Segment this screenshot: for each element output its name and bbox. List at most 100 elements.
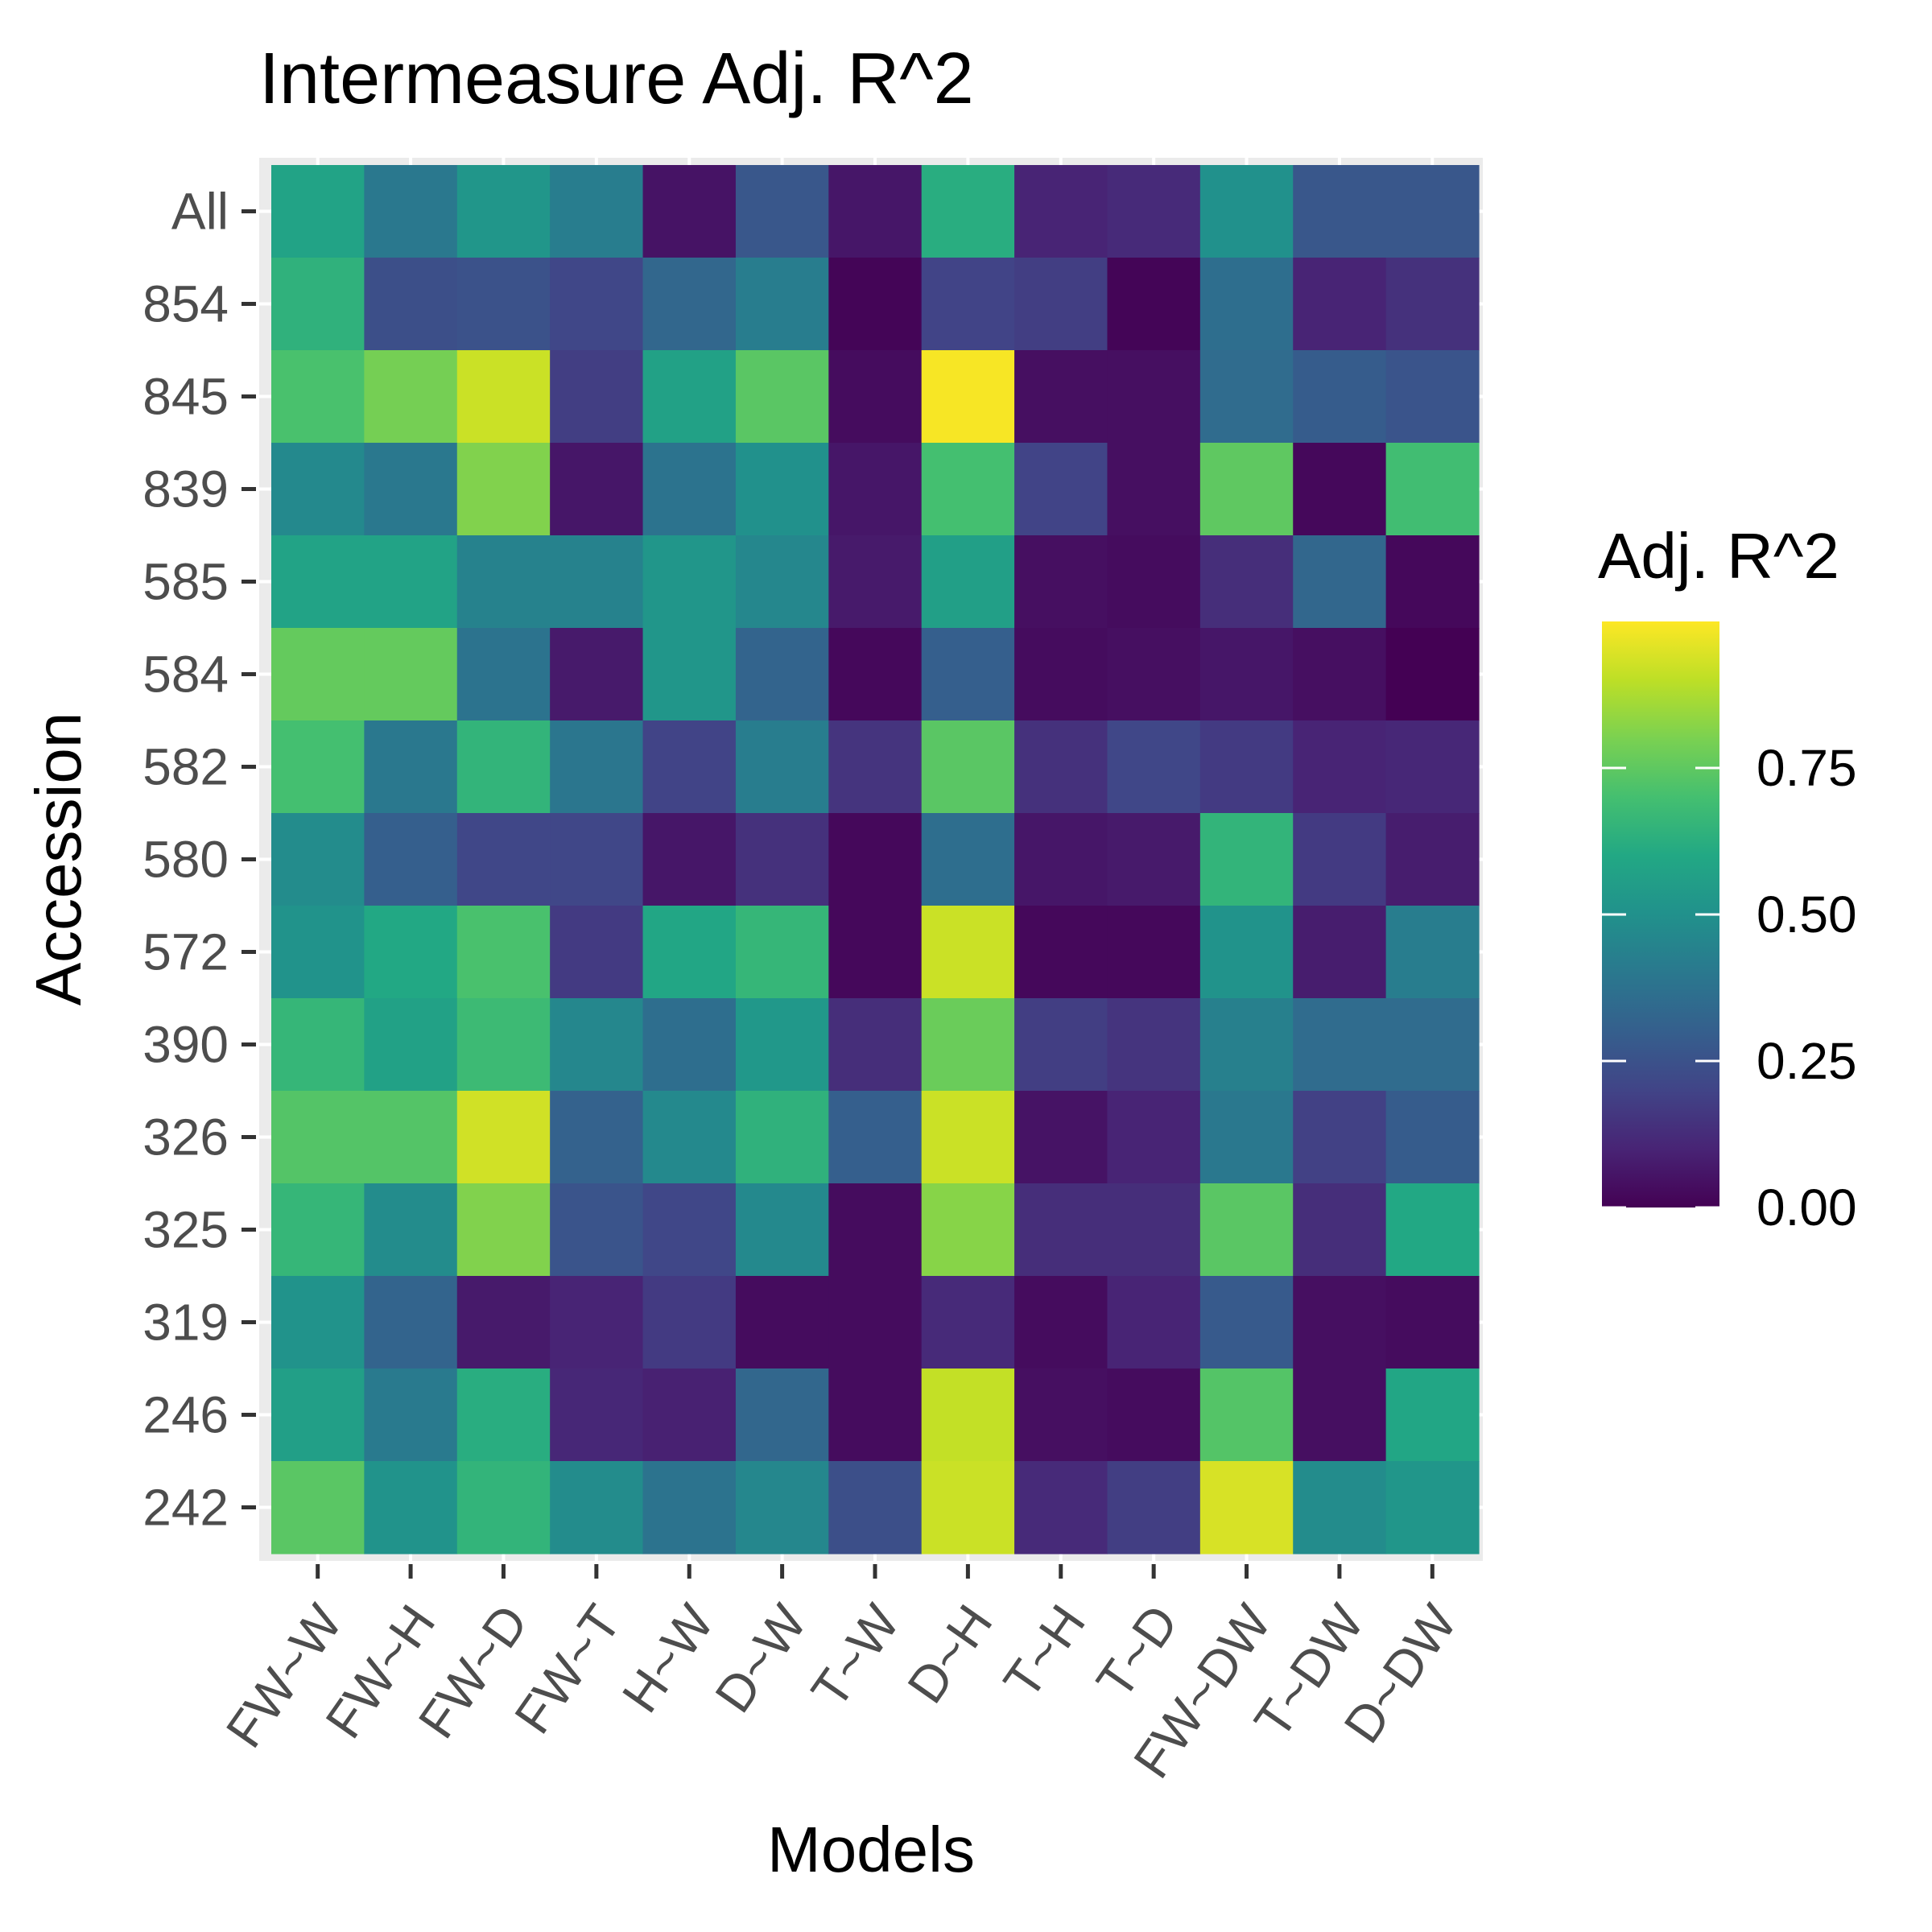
y-tick-label: 839 <box>142 460 229 518</box>
heatmap-cell <box>1199 998 1294 1092</box>
heatmap-cell <box>1199 813 1294 906</box>
y-tick-label: 242 <box>142 1479 229 1537</box>
heatmap-cell <box>1014 813 1108 906</box>
heatmap-cell <box>921 906 1015 999</box>
heatmap-cell <box>1385 443 1480 536</box>
heatmap-cell <box>1014 1461 1108 1554</box>
heatmap-cell <box>921 720 1015 814</box>
heatmap-cell <box>456 998 551 1092</box>
heatmap-cell <box>271 165 365 258</box>
x-axis-title: Models <box>767 1814 975 1885</box>
heatmap-cell <box>1107 535 1201 629</box>
heatmap-cell <box>1385 165 1480 258</box>
heatmap-cell <box>550 1091 644 1184</box>
heatmap-cell <box>1385 1276 1480 1369</box>
heatmap-cell <box>921 1276 1015 1369</box>
heatmap-cell <box>642 1461 737 1554</box>
heatmap-cell <box>1107 720 1201 814</box>
y-tick-label: 390 <box>142 1016 229 1074</box>
heatmap-cell <box>456 1091 551 1184</box>
heatmap-cell <box>735 628 829 721</box>
y-tick-label: 854 <box>142 275 229 333</box>
heatmap-cell <box>364 1461 458 1554</box>
heatmap-cell <box>271 1368 365 1462</box>
heatmap-cell <box>1107 813 1201 906</box>
heatmap-cell <box>1107 443 1201 536</box>
heatmap-cell <box>1199 1276 1294 1369</box>
heatmap-cell <box>642 443 737 536</box>
heatmap-cell <box>271 813 365 906</box>
heatmap-cell <box>364 628 458 721</box>
color-legend: Adj. R^2 0.00 0.25 0.50 0.75 <box>1598 520 1857 1236</box>
heatmap-cell <box>1385 813 1480 906</box>
heatmap-cell <box>271 628 365 721</box>
y-tick-label: 580 <box>142 831 229 889</box>
y-axis-title: Accession <box>23 712 94 1006</box>
heatmap-cell <box>642 535 737 629</box>
x-tick-label: FW~W <box>215 1594 353 1757</box>
heatmap-cell <box>642 628 737 721</box>
heatmap-cell <box>1199 258 1294 351</box>
x-tick-label: D~H <box>896 1595 1003 1714</box>
heatmap-cell <box>921 165 1015 258</box>
legend-tick-label: 0.00 <box>1757 1179 1857 1236</box>
heatmap-cell <box>550 1368 644 1462</box>
heatmap-cell <box>271 1461 365 1554</box>
heatmap-cell <box>456 350 551 444</box>
heatmap-cell <box>828 535 923 629</box>
heatmap-cell <box>1107 258 1201 351</box>
heatmap-cell <box>735 720 829 814</box>
legend-tick-label: 0.75 <box>1757 739 1857 797</box>
heatmap-cell <box>1385 1461 1480 1554</box>
heatmap-cell <box>828 1276 923 1369</box>
y-tick-label: 584 <box>142 646 229 704</box>
heatmap-cell <box>642 1091 737 1184</box>
heatmap-cell <box>1293 1276 1387 1369</box>
heatmap-cell <box>1385 1183 1480 1277</box>
heatmap-cell <box>642 165 737 258</box>
heatmap-cell <box>642 1276 737 1369</box>
y-axis: All 854 845 839 585 584 582 580 572 390 326 325 319 2… <box>142 183 256 1537</box>
heatmap-cell <box>364 1368 458 1462</box>
legend-tick-label: 0.50 <box>1757 886 1857 943</box>
heatmap-cell <box>1293 258 1387 351</box>
heatmap-cell <box>735 165 829 258</box>
heatmap-cell <box>364 165 458 258</box>
heatmap-cell <box>456 535 551 629</box>
y-tick-label: 326 <box>142 1108 229 1166</box>
heatmap-cell <box>1293 1461 1387 1554</box>
heatmap-cell <box>364 535 458 629</box>
y-tick-label: 319 <box>142 1294 229 1352</box>
heatmap-cell <box>1293 906 1387 999</box>
heatmap-cell <box>1107 350 1201 444</box>
heatmap-cell <box>550 906 644 999</box>
heatmap-cell <box>828 1183 923 1277</box>
heatmap-cell <box>1199 720 1294 814</box>
heatmap-cell <box>456 165 551 258</box>
heatmap-cell <box>1014 1368 1108 1462</box>
heatmap-cell <box>456 720 551 814</box>
y-tick-label: 845 <box>142 368 229 426</box>
heatmap-cell <box>735 906 829 999</box>
heatmap-cell <box>735 443 829 536</box>
heatmap-cell <box>921 1461 1015 1554</box>
x-tick-label: T~H <box>993 1595 1096 1709</box>
heatmap-cell <box>1385 1091 1480 1184</box>
heatmap-cell <box>1107 1183 1201 1277</box>
heatmap-cell <box>921 628 1015 721</box>
heatmap-cell <box>735 998 829 1092</box>
heatmap-cell <box>1293 628 1387 721</box>
heatmap-cell <box>364 813 458 906</box>
heatmap-cell <box>271 1091 365 1184</box>
y-tick-label: 572 <box>142 923 229 981</box>
heatmap-cell <box>828 998 923 1092</box>
heatmap-cell <box>1199 535 1294 629</box>
heatmap-cell <box>1014 535 1108 629</box>
heatmap-cell <box>642 813 737 906</box>
y-tick-label: 585 <box>142 553 229 611</box>
heatmap-cell <box>642 350 737 444</box>
heatmap-cell <box>642 1183 737 1277</box>
heatmap-cell <box>1107 1368 1201 1462</box>
heatmap-cell <box>642 258 737 351</box>
